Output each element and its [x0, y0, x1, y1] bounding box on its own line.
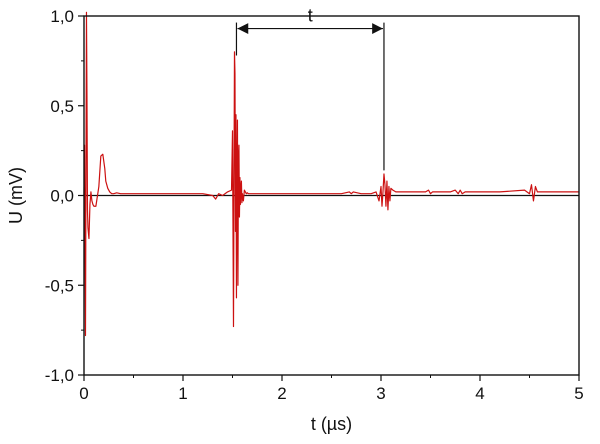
y-axis-title: U (mV): [6, 167, 26, 224]
x-axis-title: t (µs): [311, 414, 352, 434]
x-axis: 0 1 2 3 4 5: [79, 375, 584, 403]
series-line: [83, 11, 579, 337]
x-tick-label: 4: [475, 384, 484, 403]
y-axis: -1,0 -0,5 0,0 0,5 1,0: [45, 7, 84, 385]
x-tick-label: 2: [277, 384, 286, 403]
y-tick-label: 1,0: [50, 7, 74, 26]
y-tick-label: -0,5: [45, 276, 74, 295]
x-tick-label: 0: [79, 384, 88, 403]
interval-annotation: t: [235, 6, 385, 171]
y-tick-label: 0,5: [50, 97, 74, 116]
x-tick-label: 5: [574, 384, 583, 403]
x-tick-label: 1: [178, 384, 187, 403]
x-tick-label: 3: [376, 384, 385, 403]
y-tick-label: -1,0: [45, 366, 74, 385]
y-tick-label: 0,0: [50, 187, 74, 206]
